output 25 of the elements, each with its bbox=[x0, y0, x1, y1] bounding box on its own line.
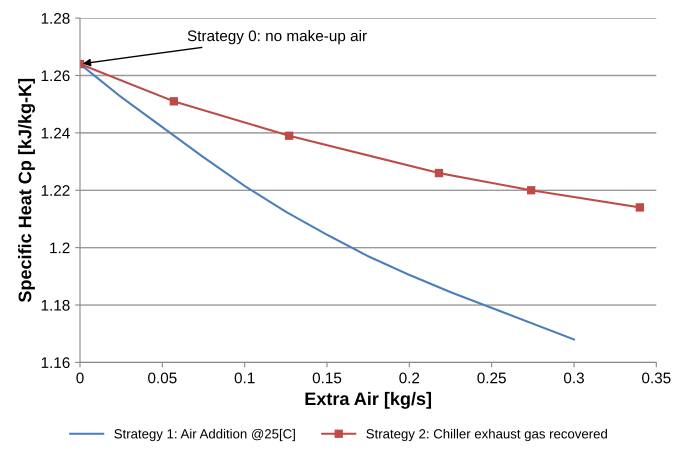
annotation: Strategy 0: no make-up air bbox=[188, 30, 367, 44]
point bbox=[526, 186, 536, 194]
y-tick-label: 1.18 bbox=[42, 300, 70, 311]
point bbox=[434, 168, 444, 178]
legend-label: Strategy 2: Chiller exhaust gas recovered bbox=[366, 428, 607, 442]
x-tick-label: 0.3 bbox=[564, 372, 584, 384]
x-tick-label: 0.05 bbox=[148, 372, 177, 384]
y-tick-label: 1.26 bbox=[42, 70, 70, 82]
y-tick-label: 1.16 bbox=[42, 357, 70, 368]
y-tick-label: 1.28 bbox=[42, 12, 70, 24]
x-tick-label: 0.25 bbox=[477, 372, 506, 384]
x-tick-label: 0.2 bbox=[399, 372, 420, 384]
x-tick-label: 0.15 bbox=[312, 372, 342, 384]
x-axis-title: Extra Air [kg/s] bbox=[305, 392, 432, 409]
x-tick-label: 0.35 bbox=[642, 372, 671, 384]
y-tick-label: 1.24 bbox=[42, 128, 70, 138]
point bbox=[636, 203, 644, 212]
x-tick-label: 0 bbox=[76, 372, 84, 384]
legend-label: Strategy 1: Air Addition @25[C] bbox=[114, 428, 295, 442]
y-tick-label: 1.2 bbox=[50, 242, 70, 254]
point bbox=[170, 97, 178, 106]
y-tick-label: 1.22 bbox=[42, 185, 70, 196]
x-tick-label: 0.1 bbox=[234, 372, 255, 384]
y-axis-title: Specific Heat Cp [kJ/kg-K] bbox=[18, 78, 35, 302]
point bbox=[284, 132, 294, 140]
